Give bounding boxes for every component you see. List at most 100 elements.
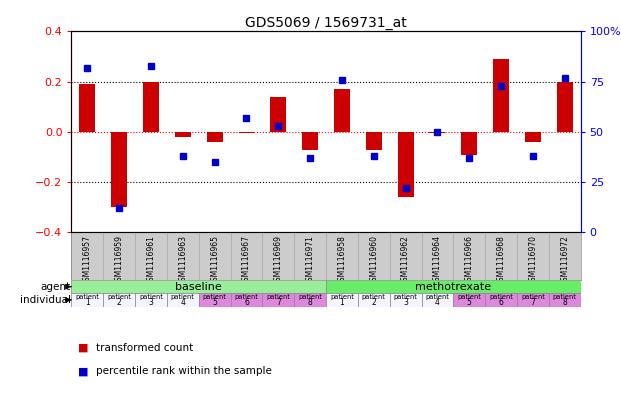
- Bar: [549, 233, 581, 280]
- Text: 5: 5: [467, 298, 472, 307]
- Text: patient: patient: [425, 294, 450, 300]
- Text: 7: 7: [276, 298, 281, 307]
- Text: ■: ■: [78, 366, 88, 376]
- Bar: [517, 293, 549, 307]
- Bar: [430, 132, 445, 133]
- Bar: [135, 233, 167, 280]
- Bar: [103, 293, 135, 307]
- Bar: [71, 280, 326, 293]
- Bar: [557, 82, 573, 132]
- Title: GDS5069 / 1569731_at: GDS5069 / 1569731_at: [245, 17, 407, 30]
- Bar: [262, 233, 294, 280]
- Bar: [230, 293, 262, 307]
- Bar: [461, 132, 477, 154]
- Bar: [334, 89, 350, 132]
- Bar: [230, 233, 262, 280]
- Bar: [71, 233, 103, 280]
- Text: GSM1116964: GSM1116964: [433, 235, 442, 286]
- Bar: [270, 97, 286, 132]
- Bar: [199, 293, 230, 307]
- Bar: [167, 233, 199, 280]
- Bar: [485, 293, 517, 307]
- Text: individual: individual: [20, 295, 71, 305]
- Text: 8: 8: [563, 298, 567, 307]
- Text: GSM1116958: GSM1116958: [337, 235, 347, 286]
- Text: 5: 5: [212, 298, 217, 307]
- Text: ■: ■: [78, 343, 88, 353]
- Text: 2: 2: [371, 298, 376, 307]
- Bar: [71, 293, 103, 307]
- Bar: [294, 233, 326, 280]
- Text: 6: 6: [244, 298, 249, 307]
- Text: percentile rank within the sample: percentile rank within the sample: [96, 366, 272, 376]
- Bar: [294, 293, 326, 307]
- Bar: [485, 233, 517, 280]
- Text: patient: patient: [521, 294, 545, 300]
- Bar: [103, 233, 135, 280]
- Text: patient: patient: [553, 294, 577, 300]
- Text: GSM1116963: GSM1116963: [178, 235, 188, 286]
- Text: GSM1116972: GSM1116972: [560, 235, 569, 286]
- Text: 6: 6: [499, 298, 504, 307]
- Text: patient: patient: [394, 294, 417, 300]
- Bar: [517, 233, 549, 280]
- Bar: [493, 59, 509, 132]
- Text: GSM1116971: GSM1116971: [306, 235, 315, 286]
- Bar: [525, 132, 541, 142]
- Bar: [453, 233, 485, 280]
- Text: GSM1116965: GSM1116965: [210, 235, 219, 286]
- Text: 1: 1: [340, 298, 344, 307]
- Text: 4: 4: [435, 298, 440, 307]
- Bar: [390, 293, 422, 307]
- Bar: [111, 132, 127, 208]
- Bar: [453, 293, 485, 307]
- Text: GSM1116966: GSM1116966: [465, 235, 474, 286]
- Text: transformed count: transformed count: [96, 343, 194, 353]
- Bar: [366, 132, 382, 150]
- Text: patient: patient: [139, 294, 163, 300]
- Text: GSM1116959: GSM1116959: [115, 235, 124, 286]
- Text: patient: patient: [489, 294, 513, 300]
- Bar: [422, 233, 453, 280]
- Text: patient: patient: [75, 294, 99, 300]
- Bar: [199, 233, 230, 280]
- Text: GSM1116968: GSM1116968: [497, 235, 505, 286]
- Text: patient: patient: [235, 294, 258, 300]
- Text: GSM1116970: GSM1116970: [528, 235, 537, 286]
- Text: 8: 8: [308, 298, 312, 307]
- Text: GSM1116961: GSM1116961: [147, 235, 155, 286]
- Bar: [143, 82, 159, 132]
- Bar: [390, 233, 422, 280]
- Bar: [549, 293, 581, 307]
- Text: 7: 7: [530, 298, 535, 307]
- Bar: [175, 132, 191, 137]
- Text: methotrexate: methotrexate: [415, 282, 491, 292]
- Text: patient: patient: [362, 294, 386, 300]
- Bar: [302, 132, 318, 150]
- Bar: [422, 293, 453, 307]
- Text: GSM1116960: GSM1116960: [369, 235, 378, 286]
- Bar: [79, 84, 95, 132]
- Text: 4: 4: [180, 298, 185, 307]
- Text: patient: patient: [298, 294, 322, 300]
- Text: baseline: baseline: [175, 282, 222, 292]
- Bar: [207, 132, 222, 142]
- Text: 3: 3: [403, 298, 408, 307]
- Bar: [167, 293, 199, 307]
- Bar: [358, 233, 390, 280]
- Text: 1: 1: [85, 298, 89, 307]
- Bar: [326, 280, 581, 293]
- Text: patient: patient: [266, 294, 290, 300]
- Bar: [238, 132, 255, 133]
- Text: 3: 3: [148, 298, 153, 307]
- Text: GSM1116962: GSM1116962: [401, 235, 410, 286]
- Bar: [326, 233, 358, 280]
- Text: GSM1116967: GSM1116967: [242, 235, 251, 286]
- Text: GSM1116969: GSM1116969: [274, 235, 283, 286]
- Text: patient: patient: [107, 294, 131, 300]
- Bar: [135, 293, 167, 307]
- Text: patient: patient: [202, 294, 227, 300]
- Text: GSM1116957: GSM1116957: [83, 235, 92, 286]
- Bar: [262, 293, 294, 307]
- Text: 2: 2: [117, 298, 122, 307]
